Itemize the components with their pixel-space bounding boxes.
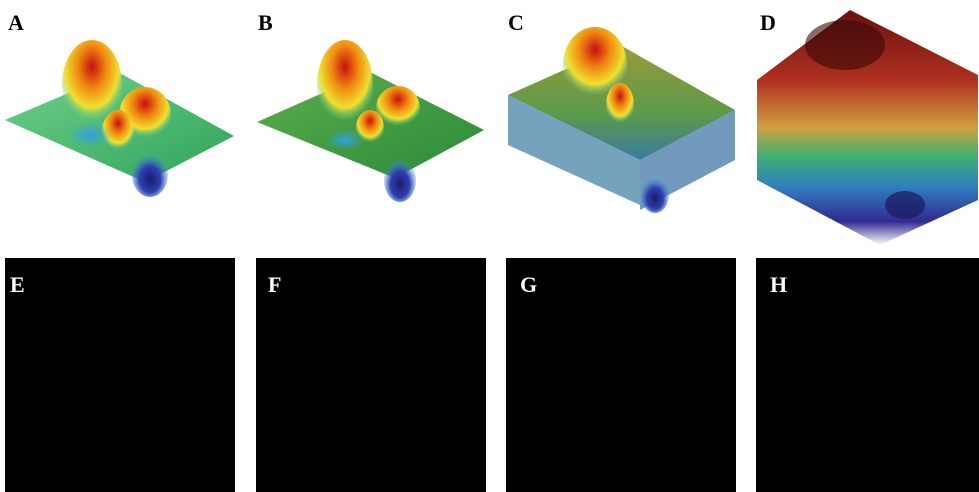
panel-label: E — [10, 272, 25, 297]
surface-a — [5, 40, 234, 197]
panel-label: F — [268, 272, 281, 297]
panel-label: D — [760, 10, 776, 35]
surface-c — [508, 27, 735, 213]
figure: A B C D E F G H — [0, 0, 979, 492]
panel-h — [756, 258, 979, 492]
surface-d — [757, 10, 978, 245]
panel-label: G — [520, 272, 537, 297]
panel-label: C — [508, 10, 524, 35]
panel-label: B — [258, 10, 273, 35]
panel-e — [5, 258, 235, 492]
panel-label: H — [770, 272, 787, 297]
panel-f — [256, 258, 486, 492]
panel-g — [506, 258, 736, 492]
panel-label: A — [8, 10, 24, 35]
surface-b — [257, 40, 484, 202]
